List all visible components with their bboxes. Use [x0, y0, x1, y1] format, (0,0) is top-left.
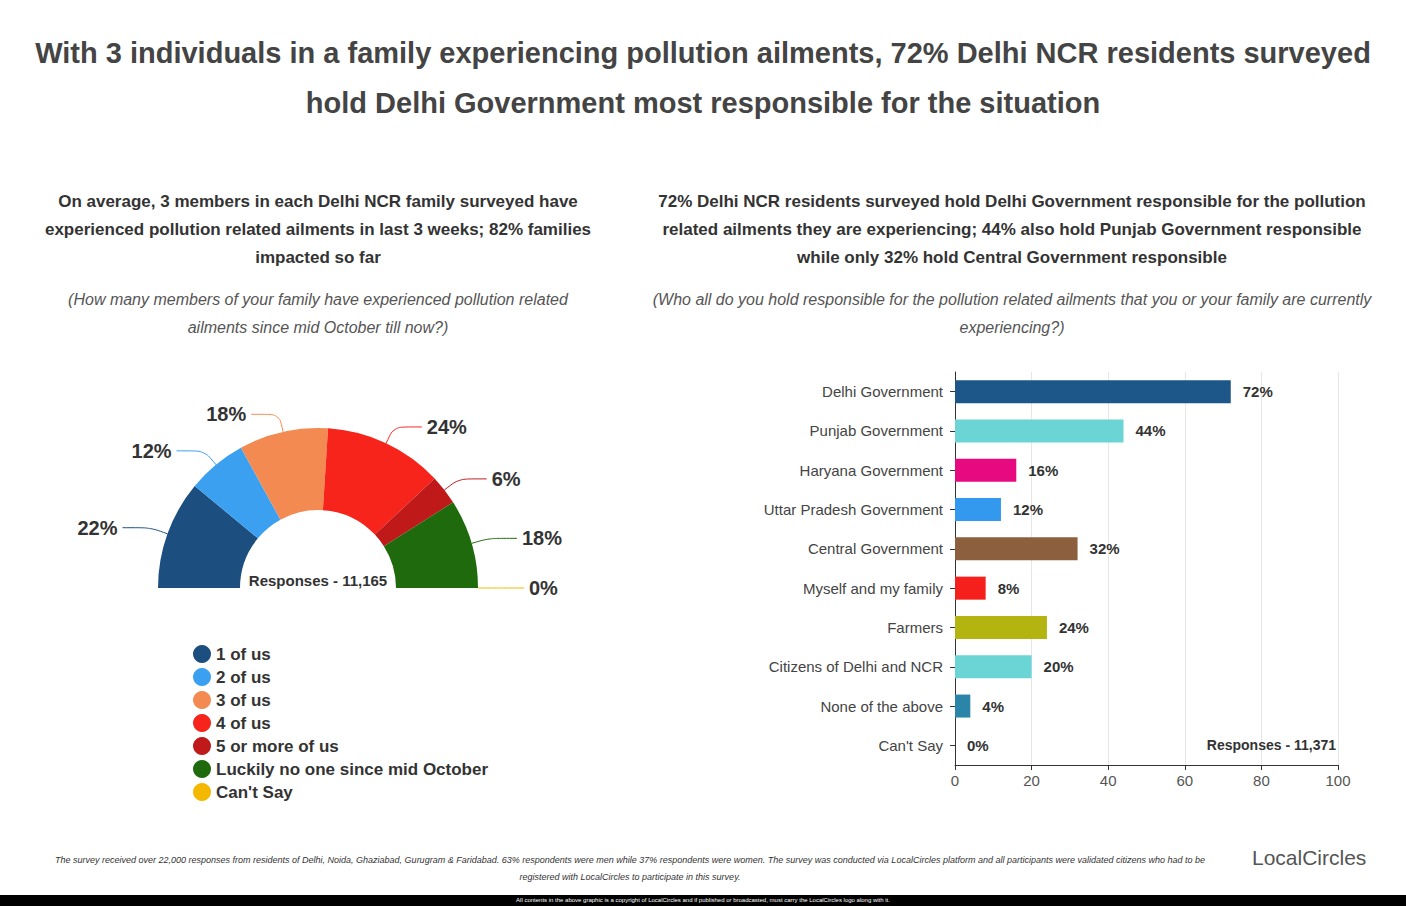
svg-text:Responses - 11,371: Responses - 11,371: [1207, 737, 1336, 753]
svg-text:Uttar Pradesh Government: Uttar Pradesh Government: [764, 501, 944, 518]
svg-text:44%: 44%: [1136, 422, 1166, 439]
svg-text:24%: 24%: [427, 416, 467, 438]
svg-text:22%: 22%: [77, 517, 117, 539]
svg-text:Can't Say: Can't Say: [878, 737, 943, 754]
svg-text:0: 0: [951, 772, 959, 789]
svg-text:40: 40: [1100, 772, 1117, 789]
svg-text:72%: 72%: [1243, 383, 1273, 400]
svg-text:0%: 0%: [967, 737, 989, 754]
svg-text:3 of us: 3 of us: [216, 691, 271, 710]
svg-text:80: 80: [1253, 772, 1270, 789]
html-text:72% Delhi NCR residents survey: 72% Delhi NCR residents surveyed hold De…: [658, 192, 1366, 267]
svg-text:1 of us: 1 of us: [216, 645, 271, 664]
svg-text:24%: 24%: [1059, 619, 1089, 636]
svg-text:2 of us: 2 of us: [216, 668, 271, 687]
svg-text:Luckily no one since mid Octob: Luckily no one since mid October: [216, 760, 488, 779]
svg-text:Myself and my family: Myself and my family: [803, 580, 944, 597]
svg-text:0%: 0%: [529, 577, 558, 599]
svg-text:12%: 12%: [1013, 501, 1043, 518]
svg-text:4%: 4%: [982, 698, 1004, 715]
svg-text:5 or more of us: 5 or more of us: [216, 737, 339, 756]
svg-text:None of the above: None of the above: [820, 698, 943, 715]
svg-text:16%: 16%: [1028, 462, 1058, 479]
html-text:(Who all do you hold responsib: (Who all do you hold responsible for the…: [652, 291, 1372, 336]
svg-text:18%: 18%: [522, 527, 562, 549]
svg-text:Delhi Government: Delhi Government: [822, 383, 944, 400]
html-text:All contents in the above grap: All contents in the above graphic is a c…: [516, 897, 890, 903]
html-text:The survey received over 22,00: The survey received over 22,000 response…: [54, 855, 1205, 882]
svg-text:18%: 18%: [206, 403, 246, 425]
svg-text:4 of us: 4 of us: [216, 714, 271, 733]
svg-text:Citizens of Delhi and NCR: Citizens of Delhi and NCR: [769, 658, 943, 675]
svg-text:6%: 6%: [492, 468, 521, 490]
html-text:LocalCircles: LocalCircles: [1252, 846, 1367, 869]
svg-text:100: 100: [1325, 772, 1350, 789]
svg-text:12%: 12%: [132, 440, 172, 462]
svg-text:Haryana Government: Haryana Government: [800, 462, 944, 479]
svg-text:Farmers: Farmers: [887, 619, 943, 636]
html-text:On average, 3 members in each: On average, 3 members in each Delhi NCR …: [45, 192, 591, 267]
svg-text:60: 60: [1176, 772, 1193, 789]
svg-text:20%: 20%: [1044, 658, 1074, 675]
svg-text:Can't Say: Can't Say: [216, 783, 293, 802]
svg-text:Punjab Government: Punjab Government: [810, 422, 944, 439]
svg-text:20: 20: [1023, 772, 1040, 789]
svg-text:32%: 32%: [1090, 540, 1120, 557]
svg-text:Central Government: Central Government: [808, 540, 944, 557]
html-text:(How many members of your fami: (How many members of your family have ex…: [68, 291, 568, 336]
html-text:With 3 individuals in a family: With 3 individuals in a family experienc…: [35, 37, 1371, 119]
svg-text:8%: 8%: [998, 580, 1020, 597]
svg-text:Responses - 11,165: Responses - 11,165: [249, 572, 387, 589]
